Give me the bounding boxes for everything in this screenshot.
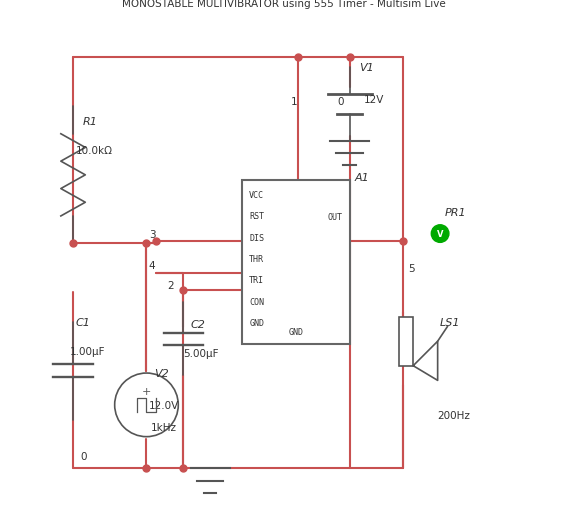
Text: GND: GND (249, 318, 264, 327)
Text: DIS: DIS (249, 233, 264, 242)
Text: +: + (142, 386, 151, 396)
Text: 12V: 12V (364, 95, 384, 105)
Text: 1kHz: 1kHz (150, 422, 176, 432)
Text: R1: R1 (83, 117, 98, 127)
Text: 2: 2 (167, 280, 174, 290)
Bar (242, 180, 350, 344)
Text: CON: CON (249, 297, 264, 306)
Text: C1: C1 (75, 317, 90, 327)
Bar (399, 317, 413, 366)
Text: V1: V1 (359, 63, 374, 73)
Text: MONOSTABLE MULTIVIBRATOR using 555 Timer - Multisim Live: MONOSTABLE MULTIVIBRATOR using 555 Timer… (122, 0, 445, 10)
Text: 12.0V: 12.0V (149, 400, 179, 410)
Text: 0: 0 (81, 451, 87, 461)
Text: PR1: PR1 (445, 207, 467, 217)
Text: 10.0kΩ: 10.0kΩ (75, 146, 112, 156)
Circle shape (431, 225, 449, 243)
Text: LS1: LS1 (440, 317, 460, 327)
Text: 1.00μF: 1.00μF (70, 346, 105, 356)
Text: 5: 5 (408, 263, 415, 273)
Text: 5.00μF: 5.00μF (183, 349, 219, 359)
Text: 200Hz: 200Hz (438, 410, 471, 420)
Text: OUT: OUT (327, 213, 342, 221)
Text: 3: 3 (149, 229, 155, 239)
Text: THR: THR (249, 254, 264, 263)
Text: VCC: VCC (249, 190, 264, 200)
Text: TRI: TRI (249, 276, 264, 285)
Text: A1: A1 (354, 173, 369, 183)
Text: 1: 1 (291, 97, 298, 107)
Text: C2: C2 (191, 320, 205, 329)
Text: GND: GND (288, 327, 303, 336)
Text: 0: 0 (337, 97, 344, 107)
Text: RST: RST (249, 212, 264, 221)
Text: V2: V2 (154, 369, 168, 378)
Text: 4: 4 (149, 261, 155, 271)
Text: V: V (437, 230, 443, 239)
